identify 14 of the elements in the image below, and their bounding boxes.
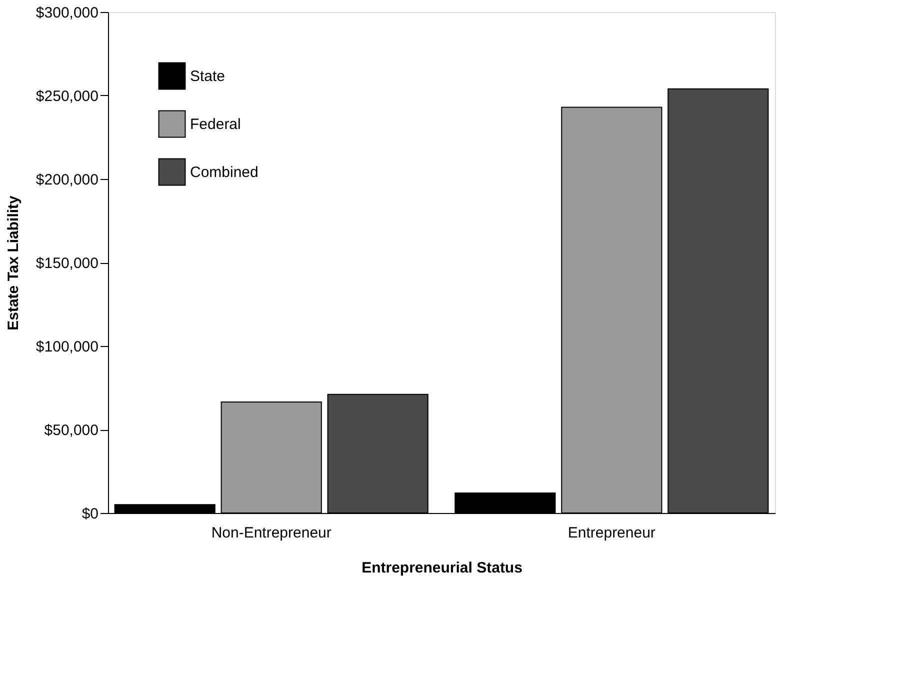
y-tick-label: $50,000 bbox=[44, 422, 98, 439]
y-tick-label: $300,000 bbox=[36, 4, 98, 22]
y-tick-label: $0 bbox=[82, 506, 98, 522]
y-axis-title: Estate Tax Liability bbox=[4, 194, 22, 330]
legend-label: Federal bbox=[190, 116, 241, 133]
y-tick-label: $150,000 bbox=[36, 255, 98, 272]
y-tick-label: $100,000 bbox=[36, 338, 98, 356]
y-tick-label: $200,000 bbox=[36, 172, 98, 188]
x-axis-title: Entrepreneurial Status bbox=[362, 560, 522, 576]
x-tick-label: Non-Entrepreneur bbox=[211, 524, 332, 542]
y-tick-label: $250,000 bbox=[36, 88, 98, 105]
legend-label: Combined bbox=[190, 164, 258, 181]
x-tick-label: Entrepreneur bbox=[568, 524, 656, 542]
legend-label: State bbox=[190, 68, 226, 85]
